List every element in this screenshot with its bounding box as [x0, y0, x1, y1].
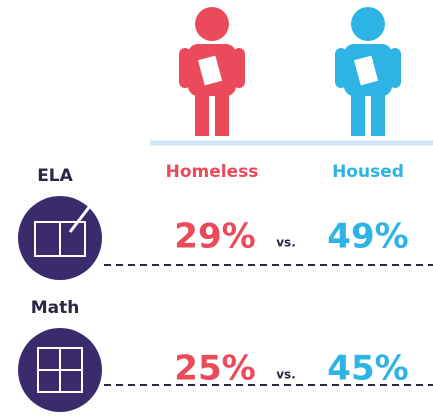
- arm: [335, 48, 347, 88]
- arm: [233, 48, 245, 88]
- leg: [215, 90, 229, 136]
- group-label: Homeless: [166, 162, 259, 182]
- vs-label: vs.: [276, 236, 296, 250]
- head: [195, 7, 229, 41]
- group-label: Housed: [332, 162, 404, 182]
- infographic: Homeless Housed ELA 29% 49% vs. Math 25% 45% vs.: [0, 0, 433, 419]
- percent-value: 29%: [174, 217, 255, 257]
- leg: [351, 90, 365, 136]
- head: [351, 7, 385, 41]
- percent-value: 45%: [327, 349, 408, 389]
- person-figure: [335, 7, 401, 136]
- subject-label: ELA: [37, 166, 73, 186]
- leg: [371, 90, 385, 136]
- subject-label: Math: [31, 298, 80, 318]
- vs-label: vs.: [276, 368, 296, 382]
- person-figure: [179, 7, 245, 136]
- leg: [195, 90, 209, 136]
- percent-value: 25%: [174, 349, 255, 389]
- arm: [179, 48, 191, 88]
- arm: [389, 48, 401, 88]
- percent-value: 49%: [327, 217, 408, 257]
